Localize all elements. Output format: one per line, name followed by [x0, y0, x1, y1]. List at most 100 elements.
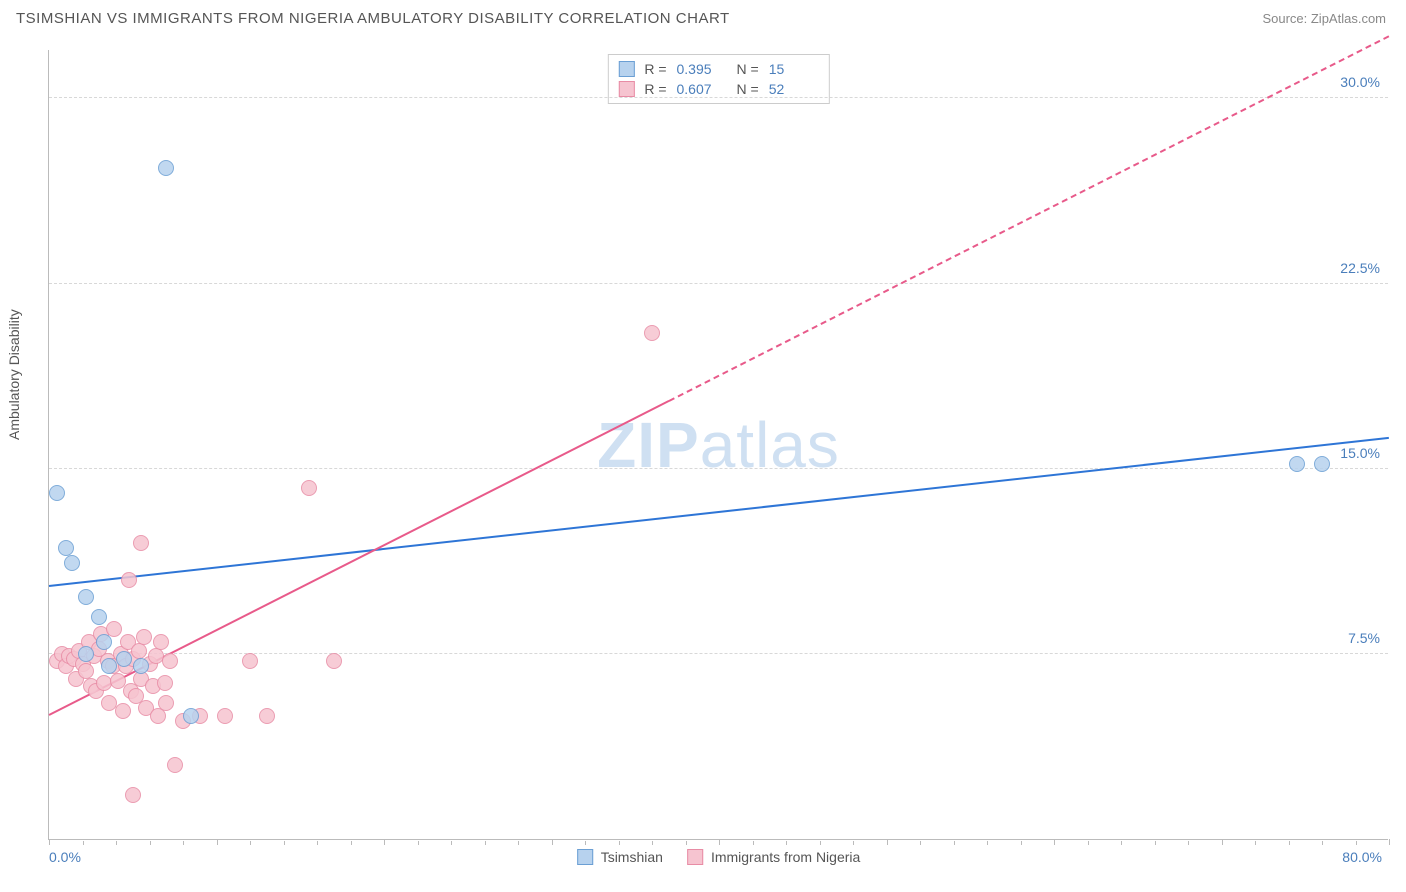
data-point: [158, 695, 174, 711]
legend-swatch-blue: [577, 849, 593, 865]
data-point: [78, 589, 94, 605]
x-tick-minor: [1155, 841, 1156, 845]
data-point: [125, 787, 141, 803]
y-tick-label: 15.0%: [1340, 445, 1380, 461]
legend-series: Tsimshian Immigrants from Nigeria: [577, 849, 861, 865]
x-tick-minor: [920, 841, 921, 845]
legend-r-label: R =: [644, 61, 666, 77]
x-tick-major: [217, 839, 218, 845]
legend-stats-row: R = 0.607 N = 52: [618, 79, 818, 99]
data-point: [78, 646, 94, 662]
x-tick-major: [887, 839, 888, 845]
data-point: [242, 653, 258, 669]
x-tick-major: [384, 839, 385, 845]
data-point: [116, 651, 132, 667]
x-tick-major: [552, 839, 553, 845]
x-tick-major: [49, 839, 50, 845]
x-tick-major: [1222, 839, 1223, 845]
x-tick-minor: [619, 841, 620, 845]
legend-swatch-pink: [618, 81, 634, 97]
data-point: [259, 708, 275, 724]
data-point: [217, 708, 233, 724]
legend-series-label: Immigrants from Nigeria: [711, 849, 860, 865]
legend-r-label: R =: [644, 81, 666, 97]
x-tick-minor: [954, 841, 955, 845]
watermark-light: atlas: [700, 409, 840, 481]
x-tick-minor: [1121, 841, 1122, 845]
data-point: [78, 663, 94, 679]
legend-swatch-blue: [618, 61, 634, 77]
x-tick-minor: [351, 841, 352, 845]
legend-r-value: 0.395: [677, 61, 727, 77]
x-tick-minor: [183, 841, 184, 845]
x-tick-minor: [1188, 841, 1189, 845]
x-tick-minor: [1088, 841, 1089, 845]
x-tick-major: [1054, 839, 1055, 845]
trend-line: [49, 437, 1389, 587]
gridline-horizontal: [49, 97, 1388, 98]
x-tick-minor: [116, 841, 117, 845]
data-point: [121, 572, 137, 588]
x-tick-minor: [418, 841, 419, 845]
x-tick-minor: [1021, 841, 1022, 845]
data-point: [301, 480, 317, 496]
data-point: [183, 708, 199, 724]
legend-n-value: 15: [769, 61, 819, 77]
data-point: [49, 485, 65, 501]
x-axis-start-label: 0.0%: [49, 849, 81, 865]
gridline-horizontal: [49, 283, 1388, 284]
x-tick-minor: [786, 841, 787, 845]
legend-r-value: 0.607: [677, 81, 727, 97]
data-point: [133, 658, 149, 674]
data-point: [58, 540, 74, 556]
chart-title: TSIMSHIAN VS IMMIGRANTS FROM NIGERIA AMB…: [16, 10, 730, 27]
data-point: [96, 634, 112, 650]
data-point: [91, 609, 107, 625]
x-tick-minor: [652, 841, 653, 845]
x-tick-minor: [853, 841, 854, 845]
x-tick-minor: [753, 841, 754, 845]
chart-plot-area: ZIPatlas R = 0.395 N = 15 R = 0.607 N = …: [48, 50, 1388, 840]
x-tick-major: [719, 839, 720, 845]
y-tick-label: 22.5%: [1340, 260, 1380, 276]
y-axis-label: Ambulatory Disability: [6, 309, 22, 440]
x-tick-minor: [820, 841, 821, 845]
data-point: [1314, 456, 1330, 472]
y-tick-label: 30.0%: [1340, 74, 1380, 90]
legend-n-label: N =: [737, 61, 759, 77]
gridline-horizontal: [49, 468, 1388, 469]
legend-series-label: Tsimshian: [601, 849, 663, 865]
chart-header: TSIMSHIAN VS IMMIGRANTS FROM NIGERIA AMB…: [0, 0, 1406, 33]
x-tick-major: [1389, 839, 1390, 845]
data-point: [1289, 456, 1305, 472]
x-tick-minor: [686, 841, 687, 845]
legend-n-value: 52: [769, 81, 819, 97]
data-point: [153, 634, 169, 650]
x-tick-minor: [250, 841, 251, 845]
x-tick-minor: [150, 841, 151, 845]
data-point: [133, 535, 149, 551]
data-point: [326, 653, 342, 669]
legend-item: Tsimshian: [577, 849, 663, 865]
data-point: [644, 325, 660, 341]
x-tick-minor: [1289, 841, 1290, 845]
x-tick-minor: [451, 841, 452, 845]
data-point: [101, 658, 117, 674]
x-tick-minor: [987, 841, 988, 845]
data-point: [162, 653, 178, 669]
x-tick-minor: [518, 841, 519, 845]
x-tick-minor: [284, 841, 285, 845]
x-axis-end-label: 80.0%: [1342, 849, 1382, 865]
data-point: [157, 675, 173, 691]
data-point: [64, 555, 80, 571]
x-tick-minor: [1255, 841, 1256, 845]
legend-item: Immigrants from Nigeria: [687, 849, 860, 865]
legend-stats-row: R = 0.395 N = 15: [618, 59, 818, 79]
chart-source: Source: ZipAtlas.com: [1262, 11, 1386, 26]
data-point: [158, 160, 174, 176]
watermark-bold: ZIP: [597, 409, 700, 481]
x-tick-minor: [1356, 841, 1357, 845]
data-point: [115, 703, 131, 719]
x-tick-minor: [317, 841, 318, 845]
y-tick-label: 7.5%: [1348, 630, 1380, 646]
